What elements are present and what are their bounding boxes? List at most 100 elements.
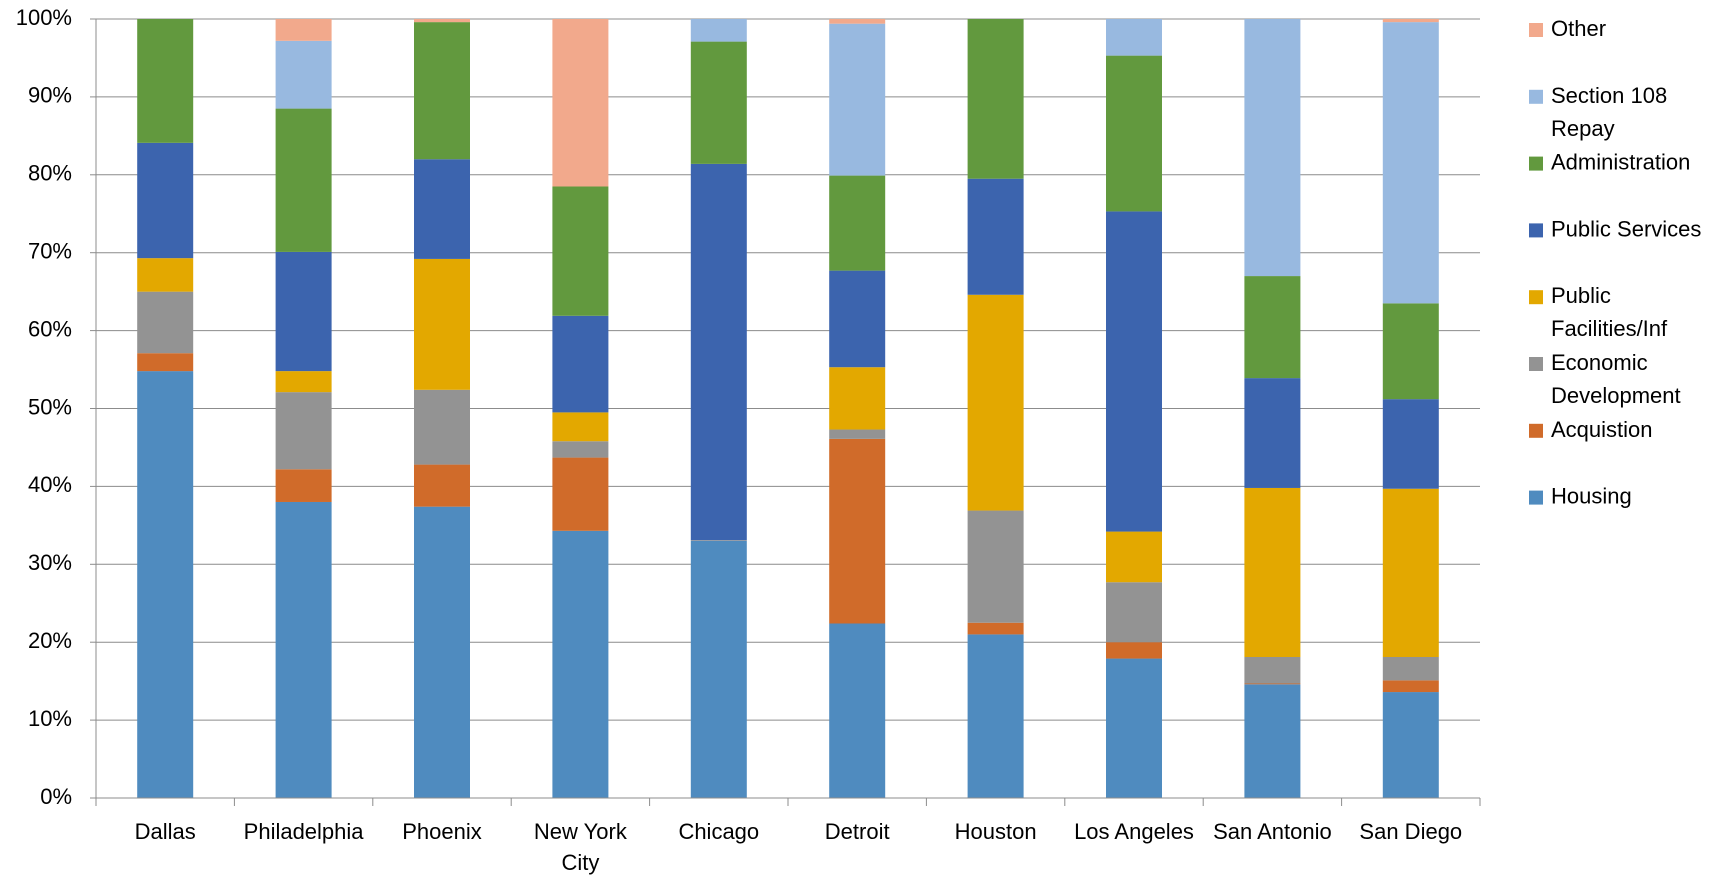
bar-segment [414,464,470,507]
bar-segment [275,469,332,502]
y-tick-label: 40% [28,472,72,497]
legend-label-line: Repay [1551,116,1615,141]
bar-segment [690,19,747,42]
bar-segment [1106,658,1162,798]
legend-label-line: Facilities/Inf [1551,316,1668,341]
legend-swatch [1529,423,1543,438]
bar-segment [1382,303,1439,400]
bar-segment [1106,582,1162,643]
x-tick-label: Philadelphia [244,819,365,844]
bar-segment [967,510,1024,623]
x-tick-label: Houston [955,819,1037,844]
bar-segment [829,438,886,624]
legend-label-line: Housing [1551,483,1632,508]
legend-label: Acquistion [1551,417,1653,442]
x-tick-label-line: Phoenix [402,819,482,844]
x-tick-label-line: Philadelphia [244,819,365,844]
legend-label-line: Public [1551,283,1611,308]
x-tick-label: Detroit [825,819,890,844]
bar-segment [829,23,886,176]
legend-swatch [1529,23,1543,37]
bar-segment [1382,657,1439,681]
bar-segment [1244,683,1301,685]
bar-segment [275,108,332,252]
bar-segment [829,270,886,368]
bar-segment [137,371,194,798]
bar-segment [414,389,470,465]
bar-segment [1244,276,1301,379]
legend-label: Other [1551,16,1606,41]
x-tick-label: New York City [534,819,628,875]
bar-segment [275,392,332,470]
bar-segment [1106,19,1162,56]
bar-segment [1244,378,1301,488]
x-tick-label: Los Angeles [1074,819,1194,844]
legend-label-line: Public Services [1551,216,1701,241]
y-tick-label: 20% [28,628,72,653]
legend-swatch [1529,156,1543,171]
legend-swatch [1529,357,1543,371]
legend-label: Public Services [1551,216,1701,241]
x-tick-label: San Antonio [1213,819,1332,844]
legend-label-line: Development [1551,383,1681,408]
legend-label: Administration [1551,149,1690,174]
x-tick-label-line: San Diego [1359,819,1462,844]
legend-label: Section 108 Repay [1551,83,1667,141]
bar-segment [967,19,1024,179]
legend-swatch [1529,223,1543,238]
bar-segment [275,251,332,372]
bar-segment [552,412,609,442]
bar-segment [1382,680,1439,693]
bar-segment [1106,531,1162,583]
bar-segment [1244,657,1301,684]
bar-segment [967,622,1024,635]
bar-segment [552,19,609,187]
bar-segment [1382,22,1439,304]
bar-segment [829,367,886,430]
bar-segment [1382,19,1439,23]
legend-label-line: Other [1551,16,1606,41]
x-tick-label: Dallas [135,819,196,844]
bar-segment [137,19,194,143]
bar-segment [1382,692,1439,798]
bar-segment [1244,684,1301,798]
bar-segment [829,175,886,271]
bar-segment [414,506,470,798]
y-tick-label: 0% [40,784,72,809]
x-tick-label-line: Houston [955,819,1037,844]
bar-segment [552,315,609,413]
x-tick-label-line: Dallas [135,819,196,844]
bar-segment [1106,642,1162,659]
y-tick-label: 60% [28,316,72,341]
y-tick-label: 10% [28,706,72,731]
bar-segment [275,501,332,798]
bar-segment [552,441,609,458]
x-tick-label-line: City [561,850,599,875]
legend-swatch [1529,490,1543,505]
bar-segment [1106,211,1162,532]
bars [137,19,1439,798]
labels: 0% 10% 20% 30% 40% 50% 60% 70% 80% 90% 100% Dallas P… [16,5,1462,875]
bar-segment [829,429,886,439]
bar-segment [414,19,470,23]
legend-label-line: Administration [1551,149,1690,174]
bar-segment [414,22,470,160]
bar-segment [967,634,1024,798]
y-tick-label: 80% [28,161,72,186]
bar-segment [275,19,332,41]
bar-segment [829,623,886,798]
legend-label-line: Economic [1551,350,1648,375]
y-tick-label: 70% [28,239,72,264]
legend: Housing Acquistion Economic Development Publ… [1529,16,1701,508]
y-tick-label: 50% [28,394,72,419]
bar-segment [552,530,609,798]
bar-segment [275,40,332,109]
x-tick-label: Phoenix [402,819,482,844]
bar-segment [1106,55,1162,212]
legend-label-line: Section 108 [1551,83,1667,108]
bar-segment [829,19,886,24]
y-tick-label: 100% [16,5,72,30]
bar-segment [137,353,194,372]
bar-segment [275,371,332,393]
